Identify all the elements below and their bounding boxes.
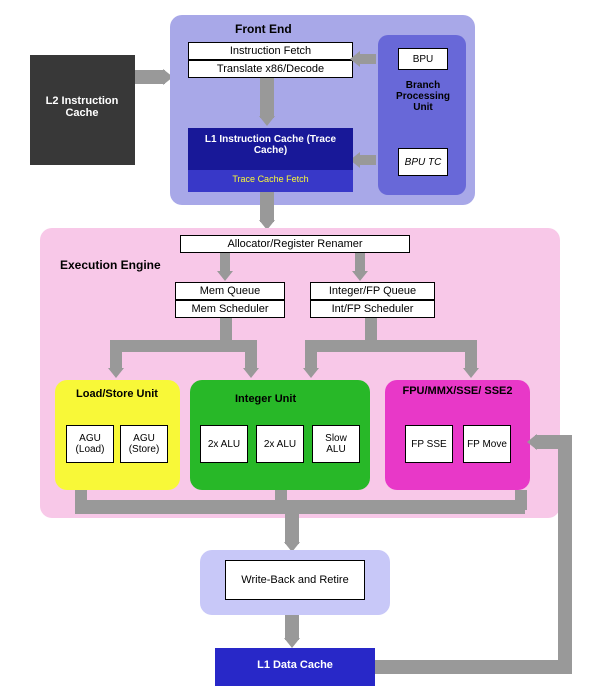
frontend-title: Front End	[235, 22, 292, 36]
arrow-decode-trace	[260, 78, 274, 118]
arrow-ls-down	[75, 490, 87, 510]
arrow-units-bus	[75, 500, 525, 514]
integer-title: Integer Unit	[235, 393, 296, 405]
loadstore-title: Load/Store Unit	[72, 388, 162, 400]
fpu-title: FPU/MMX/SSE/ SSE2	[395, 385, 520, 397]
bpu-box: BPU	[398, 48, 448, 70]
arrow-wb-l1	[285, 615, 299, 640]
mem-scheduler: Mem Scheduler	[175, 300, 285, 318]
fp-move: FP Move	[463, 425, 511, 463]
trace-fetch-label: Trace Cache Fetch	[188, 174, 353, 184]
agu-store: AGU (Store)	[120, 425, 168, 463]
arrow-mem-ls-h	[110, 340, 225, 352]
arrow-alloc-int	[355, 253, 365, 273]
arrow-bus-wb	[285, 514, 299, 544]
arrow-int-fpu-v	[465, 340, 477, 370]
alu2: 2x ALU	[256, 425, 304, 463]
mem-queue: Mem Queue	[175, 282, 285, 300]
arrow-bpu-fetch	[358, 54, 376, 64]
arrow-bputc-trace	[358, 155, 376, 165]
bpu-title: Branch Processing Unit	[388, 80, 458, 113]
slow-alu: Slow ALU	[312, 425, 360, 463]
l2-cache-block: L2 Instruction Cache	[30, 55, 135, 165]
trace-fetch-block: Trace Cache Fetch	[188, 170, 353, 192]
arrow-frontend-exec	[260, 192, 274, 222]
arrow-l1-feedback-h	[375, 660, 570, 674]
arrow-int-v1	[305, 340, 317, 370]
arrow-l1-feedback-v	[558, 435, 572, 674]
int-queue: Integer/FP Queue	[310, 282, 435, 300]
translate-decode: Translate x86/Decode	[188, 60, 353, 78]
inst-fetch: Instruction Fetch	[188, 42, 353, 60]
agu-load: AGU (Load)	[66, 425, 114, 463]
allocator: Allocator/Register Renamer	[180, 235, 410, 253]
l1data-block: L1 Data Cache	[215, 648, 375, 686]
arrow-int-fpu-h	[305, 340, 475, 352]
l2-cache-label: L2 Instruction Cache	[42, 95, 122, 119]
arrow-int-split	[365, 318, 377, 352]
writeback-box: Write-Back and Retire	[225, 560, 365, 600]
arrow-alloc-mem	[220, 253, 230, 273]
fp-sse: FP SSE	[405, 425, 453, 463]
exec-title: Execution Engine	[60, 258, 161, 272]
arrow-mem-ls-v	[110, 340, 122, 370]
l1data-label: L1 Data Cache	[215, 659, 375, 671]
int-scheduler: Int/FP Scheduler	[310, 300, 435, 318]
l1-trace-label: L1 Instruction Cache (Trace Cache)	[188, 134, 353, 156]
arrow-fpu-down	[515, 490, 527, 510]
arrow-l2-frontend	[135, 70, 165, 84]
alu1: 2x ALU	[200, 425, 248, 463]
arrow-l1-feedback-in	[535, 435, 559, 449]
bpu-tc: BPU TC	[398, 148, 448, 176]
cpu-diagram: L2 Instruction Cache Front End Instructi…	[0, 0, 600, 700]
arrow-int-down	[275, 490, 287, 510]
arrow-mem-int-h	[225, 340, 255, 352]
l1-trace-block: L1 Instruction Cache (Trace Cache)	[188, 128, 353, 170]
